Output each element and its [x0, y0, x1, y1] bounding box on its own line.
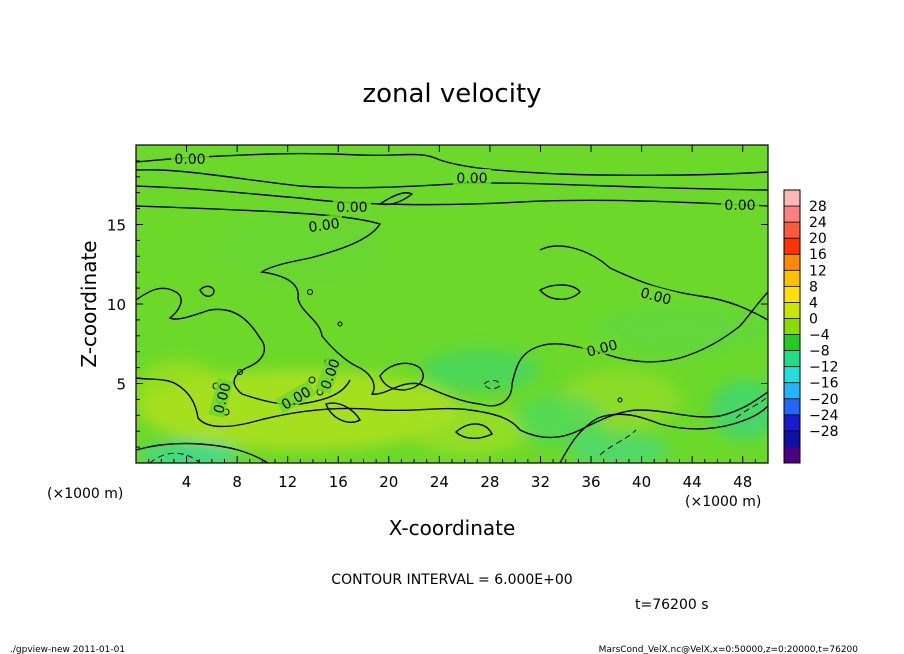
colorbar-label: −24: [809, 408, 839, 424]
colorbar-label: −12: [809, 360, 839, 376]
colorbar-label: 12: [809, 263, 827, 279]
svg-text:0.00: 0.00: [174, 152, 205, 168]
colorbar-swatch: [784, 206, 800, 223]
colorbar-swatch: [784, 302, 800, 319]
contour-label-layer: 0.000.000.00 0.000.000.000.000.000.000.00: [171, 150, 759, 419]
colorbar-label: −28: [809, 424, 839, 440]
contour-label: 0.00: [303, 213, 344, 236]
contour-label: 0.00: [581, 334, 623, 361]
svg-text:0.00: 0.00: [456, 171, 487, 187]
contour-lines: [136, 152, 768, 463]
x-axis-unit: (×1000 m): [685, 494, 761, 510]
contour-label: 0.00: [721, 196, 759, 214]
contour-label: 0.00: [635, 282, 677, 309]
footer-right: MarsCond_VelX.nc@VelX,x=0:50000,z=0:2000…: [599, 645, 859, 654]
colorbar-swatch: [784, 254, 800, 271]
negative-contours: [149, 379, 767, 463]
contour-label: 0.00: [333, 198, 371, 216]
svg-text:0.00: 0.00: [211, 381, 235, 415]
colorbar-swatch: [784, 238, 800, 255]
x-tick-label: 20: [379, 473, 398, 491]
colorbar-label: 20: [809, 231, 827, 247]
contour-interval-note: CONTOUR INTERVAL = 6.000E+00: [331, 572, 572, 588]
x-tick-label: 28: [480, 473, 499, 491]
colorbar-label: −4: [809, 328, 830, 344]
x-tick-label: 12: [278, 473, 297, 491]
contour-label: 0.00: [208, 377, 235, 419]
colorbar-label: 8: [809, 279, 818, 295]
colorbar-label: 28: [809, 199, 827, 215]
contour-label: 0.00: [453, 169, 491, 187]
svg-text:0.00: 0.00: [639, 285, 673, 309]
colorbar-swatch: [784, 414, 800, 432]
colorbar-label: −8: [809, 344, 830, 360]
colorbar-swatch: [784, 350, 800, 368]
colorbar-swatch: [784, 334, 800, 352]
x-axis-label: X-coordinate: [389, 516, 516, 540]
x-tick-label: 40: [632, 473, 651, 491]
colorbar-swatch: [784, 222, 800, 239]
footer-left: ./gpview-new 2011-01-01: [10, 645, 125, 654]
svg-text:0.00: 0.00: [308, 216, 341, 236]
colorbar-swatch: [784, 318, 800, 336]
x-tick-label: 24: [430, 473, 449, 491]
svg-text:0.00: 0.00: [724, 198, 755, 214]
colorbar-label: 16: [809, 247, 827, 263]
x-tick-label: 4: [182, 473, 192, 491]
y-axis-unit: (×1000 m): [47, 486, 123, 502]
svg-text:0.00: 0.00: [336, 200, 367, 216]
time-stamp: t=76200 s: [635, 597, 709, 613]
x-tick-label: 44: [683, 473, 702, 491]
colorbar-label: 4: [809, 295, 818, 311]
y-tick-label: 10: [107, 296, 126, 314]
x-tick-label: 8: [232, 473, 242, 491]
colorbar-swatch: [784, 382, 800, 400]
colorbar-swatch: [784, 190, 800, 207]
y-axis-label: Z-coordinate: [77, 240, 101, 367]
colorbar-swatch: [784, 286, 800, 303]
chart-title: zonal velocity: [362, 79, 541, 109]
colorbar-swatch: [784, 430, 800, 448]
colorbar-frame: [783, 189, 801, 464]
heatmap-field: [136, 145, 768, 463]
x-tick-label: 32: [531, 473, 550, 491]
y-tick-label: 5: [116, 376, 126, 394]
colorbar-label: 24: [809, 215, 827, 231]
x-tick-label: 36: [581, 473, 600, 491]
colorbar-label: −16: [809, 376, 839, 392]
colorbar-swatch: [784, 398, 800, 416]
x-tick-label: 48: [733, 473, 752, 491]
svg-text:0.00: 0.00: [585, 337, 619, 361]
contour-label: 0.00: [171, 150, 209, 168]
y-tick-label: 15: [107, 217, 126, 235]
colorbar-swatch: [784, 270, 800, 287]
colorbar-label: −20: [809, 392, 839, 408]
x-tick-label: 16: [329, 473, 348, 491]
colorbar-swatch: [784, 366, 800, 384]
colorbar-swatch: [784, 446, 800, 464]
colorbar-label: 0: [809, 311, 818, 327]
